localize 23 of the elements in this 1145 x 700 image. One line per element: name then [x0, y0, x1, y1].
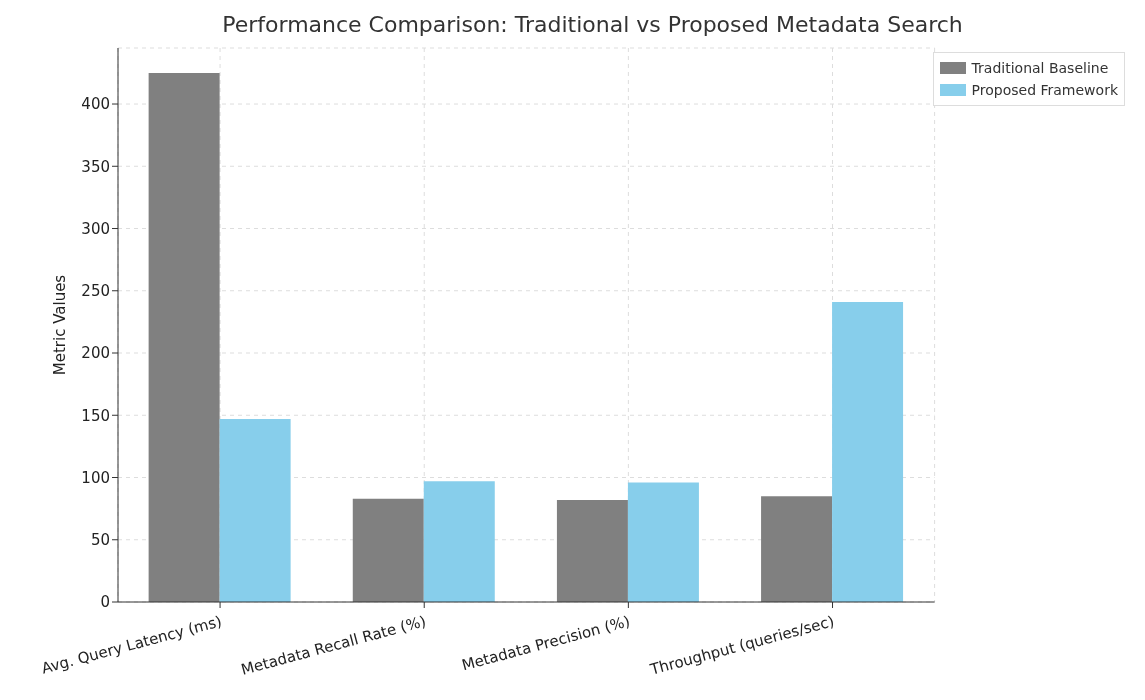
legend-label: Proposed Framework: [971, 81, 1118, 100]
bar: [219, 418, 291, 602]
bar: [352, 498, 424, 602]
bar: [556, 499, 628, 602]
legend-label: Traditional Baseline: [971, 59, 1109, 78]
y-tick-label: 250: [81, 282, 110, 301]
y-axis-title: Metric Values: [51, 274, 70, 376]
y-tick-label: 150: [81, 406, 110, 425]
bar: [423, 481, 495, 602]
bar: [761, 496, 833, 602]
bar: [627, 482, 699, 602]
y-tick-label: 200: [81, 344, 110, 363]
chart-title: Performance Comparison: Traditional vs Proposed Metadata Search: [221, 11, 964, 39]
x-tick-label: Metadata Precision (%): [459, 612, 632, 675]
bar: [832, 301, 904, 602]
bar: [148, 72, 220, 602]
x-tick-label: Avg. Query Latency (ms): [39, 612, 224, 678]
y-tick-label: 50: [90, 531, 110, 550]
y-tick-label: 350: [81, 157, 110, 176]
y-tick-label: 100: [81, 468, 110, 487]
y-tick-label: 0: [100, 593, 110, 612]
y-tick-label: 300: [81, 219, 110, 238]
y-tick-label: 400: [81, 95, 110, 114]
